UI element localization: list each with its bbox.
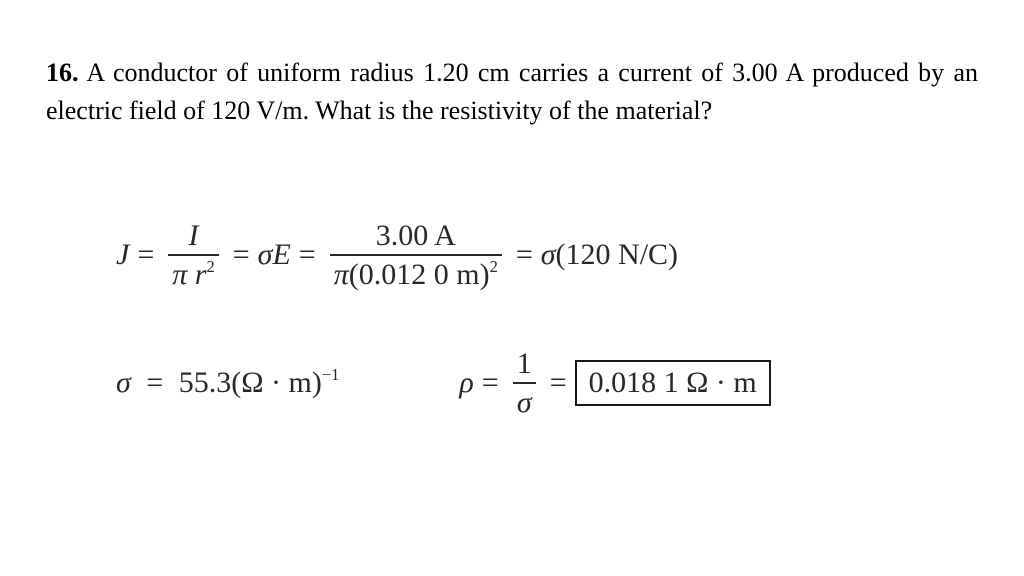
equation-line-1: J = I π r2 = σE = 3.00 A π(0.012 0 m)2 =… [116,219,978,291]
var-I: I [184,219,202,252]
problem-text-2: carries a current of [510,58,733,87]
numeric-current: 3.00 A [372,219,460,252]
problem-text-4: . What is the resistivity of the materia… [303,96,713,125]
sigma-result: σ = 55.3(Ω · m)−1 [116,366,339,400]
rho-result: ρ = 1 σ = 0.018 1 Ω · m [459,347,770,419]
fraction-I-over-pir2: I π r2 [168,219,218,291]
problem-text-1: A conductor of uniform radius [79,58,424,87]
problem-current: 3.00 A [732,58,803,87]
solution-work: J = I π r2 = σE = 3.00 A π(0.012 0 m)2 =… [46,219,978,419]
den-pir2: π r2 [168,258,218,291]
var-sigma-1: σ [258,238,273,272]
var-E: E [272,238,290,272]
equals-6: = [550,366,567,400]
equals-5: = [482,366,499,400]
efield-numeric: 120 N/C [566,238,669,272]
fraction-bar-2 [330,254,502,256]
fraction-1-over-sigma: 1 σ [513,347,536,419]
problem-statement: 16. A conductor of uniform radius 1.20 c… [46,54,978,129]
lp-e: ( [556,238,566,272]
rp-e: ) [668,238,678,272]
equals-3: = [299,238,316,272]
problem-radius: 1.20 cm [423,58,510,87]
final-answer-box: 0.018 1 Ω · m [575,360,771,406]
var-rho: ρ [459,366,473,400]
fraction-bar-3 [513,382,536,384]
equals-2: = [233,238,250,272]
numeric-area: π(0.012 0 m)2 [330,258,502,291]
var-J: J [116,238,129,272]
equation-line-2: σ = 55.3(Ω · m)−1 ρ = 1 σ = 0.018 1 Ω · … [116,347,978,419]
equals-4: = [516,238,533,272]
problem-number: 16. [46,58,79,87]
problem-efield: 120 V/m [211,96,302,125]
var-sigma-2: σ [541,238,556,272]
fraction-numeric: 3.00 A π(0.012 0 m)2 [330,219,502,291]
equals-1: = [137,238,154,272]
